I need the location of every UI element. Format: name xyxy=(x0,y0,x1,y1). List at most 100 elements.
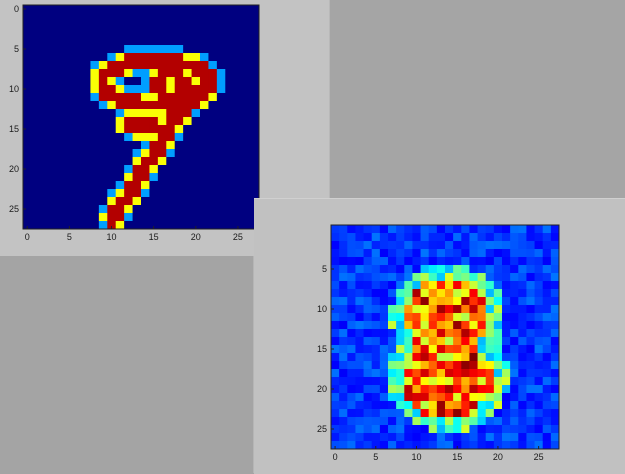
heatmap-cell xyxy=(98,221,108,230)
heatmap-cell xyxy=(518,273,527,282)
heatmap-cell xyxy=(141,157,150,166)
heatmap-cell xyxy=(412,273,421,282)
heatmap-cell xyxy=(331,425,340,434)
heatmap-cell xyxy=(82,173,91,182)
heatmap-cell xyxy=(477,305,487,314)
heatmap-cell xyxy=(56,213,66,222)
heatmap-cell xyxy=(502,385,511,394)
heatmap-cell xyxy=(412,417,421,426)
heatmap-cell xyxy=(200,77,209,86)
heatmap-cell xyxy=(436,297,446,306)
heatmap-cell xyxy=(82,85,91,94)
heatmap-cell xyxy=(191,37,201,46)
heatmap-cell xyxy=(347,305,356,314)
heatmap-cell xyxy=(183,109,192,118)
heatmap-cell xyxy=(355,401,364,410)
heatmap-cell xyxy=(371,305,381,314)
heatmap-cell xyxy=(502,249,511,258)
heatmap-cell xyxy=(115,141,125,150)
heatmap-cell xyxy=(31,141,41,150)
heatmap-cell xyxy=(347,441,356,450)
heatmap-cell xyxy=(428,361,438,370)
heatmap-cell xyxy=(420,425,430,434)
heatmap-cell xyxy=(477,233,487,242)
heatmap-cell xyxy=(331,369,340,378)
heatmap-cell xyxy=(526,433,535,442)
heatmap-cell xyxy=(157,77,167,86)
heatmap-cell xyxy=(233,189,243,198)
heatmap-cell xyxy=(141,117,150,126)
heatmap-cell xyxy=(48,181,58,190)
heatmap-cell xyxy=(436,401,446,410)
heatmap-cell xyxy=(65,213,74,222)
heatmap-cell xyxy=(347,225,356,234)
heatmap-cell xyxy=(428,265,438,274)
heatmap-cell xyxy=(510,393,519,402)
heatmap-cell xyxy=(428,353,438,362)
heatmap-cell xyxy=(166,61,176,70)
heatmap-cell xyxy=(174,85,184,94)
heatmap-cell xyxy=(534,441,544,450)
heatmap-cell xyxy=(200,141,209,150)
heatmap-cell xyxy=(518,385,527,394)
heatmap-cell xyxy=(420,377,430,386)
heatmap-cell xyxy=(56,189,66,198)
heatmap-cell xyxy=(65,165,74,174)
heatmap-cell xyxy=(355,233,364,242)
heatmap-cell xyxy=(355,305,364,314)
x-tick-label: 20 xyxy=(493,452,503,462)
heatmap-cell xyxy=(493,377,503,386)
heatmap-cell xyxy=(339,321,348,330)
heatmap-cell xyxy=(115,69,125,78)
heatmap-cell xyxy=(166,69,176,78)
heatmap-cell xyxy=(379,337,389,346)
heatmap-cell xyxy=(141,189,150,198)
heatmap-cell xyxy=(388,377,397,386)
heatmap-cell xyxy=(518,433,527,442)
heatmap-cell xyxy=(371,433,381,442)
heatmap-cell xyxy=(82,189,91,198)
heatmap-cell xyxy=(518,369,527,378)
heatmap-cell xyxy=(191,213,201,222)
heatmap-cell xyxy=(132,93,142,102)
heatmap-cell xyxy=(242,165,251,174)
heatmap-cell xyxy=(347,313,356,322)
heatmap-cell xyxy=(461,265,470,274)
heatmap-cell xyxy=(31,213,41,222)
heatmap-cell xyxy=(510,433,519,442)
heatmap-cell xyxy=(436,353,446,362)
heatmap-cell xyxy=(56,93,66,102)
heatmap-cell xyxy=(518,417,527,426)
heatmap-cell xyxy=(65,37,74,46)
heatmap-cell xyxy=(132,37,142,46)
heatmap-cell xyxy=(526,281,535,290)
heatmap-cell xyxy=(404,425,413,434)
heatmap-cell xyxy=(132,181,142,190)
heatmap-cell xyxy=(200,189,209,198)
heatmap-cell xyxy=(141,173,150,182)
heatmap-cell xyxy=(250,45,260,54)
heatmap-cell xyxy=(469,345,478,354)
heatmap-cell xyxy=(388,401,397,410)
heatmap-cell xyxy=(115,157,125,166)
heatmap-cell xyxy=(436,225,446,234)
heatmap-cell xyxy=(98,141,108,150)
heatmap-cell xyxy=(200,101,209,110)
heatmap-cell xyxy=(208,45,218,54)
heatmap-cell xyxy=(550,337,560,346)
heatmap-cell xyxy=(363,233,373,242)
x-tick-label: 25 xyxy=(534,452,544,462)
heatmap-cell xyxy=(404,297,413,306)
heatmap-cell xyxy=(216,157,226,166)
heatmap-cell xyxy=(157,101,167,110)
heatmap-cell xyxy=(174,165,184,174)
heatmap-cell xyxy=(82,21,91,30)
heatmap-cell xyxy=(363,345,373,354)
heatmap-cell xyxy=(48,141,58,150)
y-tick-label: 5 xyxy=(14,44,19,54)
heatmap-cell xyxy=(412,337,421,346)
heatmap-cell xyxy=(371,249,381,258)
heatmap-cell xyxy=(436,433,446,442)
heatmap-cell xyxy=(469,233,478,242)
